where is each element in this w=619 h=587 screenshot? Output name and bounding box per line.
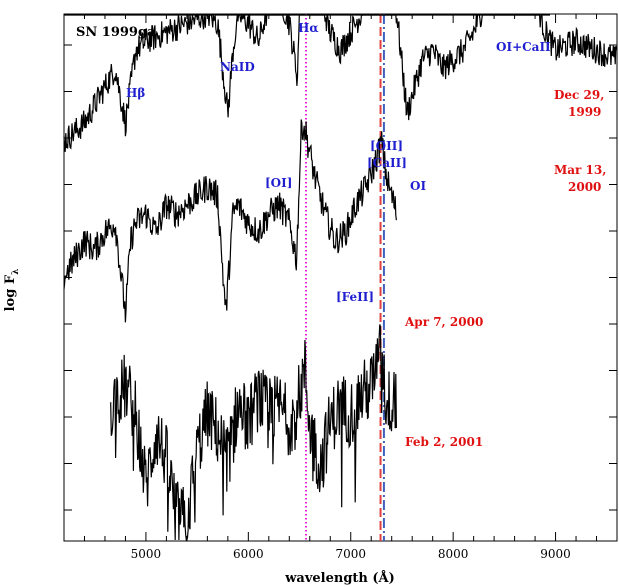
series-label-2-line-2: 2000 bbox=[568, 180, 601, 194]
chart-title: SN 1999ga bbox=[76, 25, 156, 40]
x-tick-label: 8000 bbox=[438, 547, 469, 561]
svg-text:log Fλ: log Fλ bbox=[3, 269, 21, 312]
reference-lines bbox=[304, 14, 385, 541]
line-label-caii: [CaII] bbox=[367, 156, 407, 170]
x-tick-label: 9000 bbox=[540, 547, 571, 561]
series-label-3: Apr 7, 2000 bbox=[404, 315, 483, 329]
x-axis-label: wavelength (Å) bbox=[284, 570, 395, 586]
series-label-1-line-2: 1999 bbox=[568, 105, 601, 119]
line-label-naid: NaID bbox=[220, 60, 255, 74]
line-label-oi-7774: OI bbox=[410, 179, 426, 193]
line-label-oi-6300: [OI] bbox=[265, 176, 292, 190]
spectra bbox=[63, 13, 618, 541]
x-tick-label: 5000 bbox=[131, 547, 162, 561]
x-tick-labels: 5000 6000 7000 8000 9000 bbox=[131, 547, 571, 561]
series-label-4: Feb 2, 2001 bbox=[405, 435, 483, 449]
series-label-2-line-1: Mar 13, bbox=[554, 163, 606, 177]
line-label-oi-caii: OI+CaII bbox=[496, 40, 551, 54]
x-tick-label: 7000 bbox=[335, 547, 366, 561]
line-label-halpha: Hα bbox=[298, 21, 319, 35]
spectrum-line bbox=[109, 324, 397, 541]
spectrum-line bbox=[63, 119, 397, 323]
spectrum-line bbox=[63, 13, 618, 152]
y-axis-label-sub: λ bbox=[11, 269, 21, 275]
y-axis-label: log Fλ bbox=[3, 269, 21, 312]
y-axis-label-main: log F bbox=[3, 274, 18, 311]
plot-frame bbox=[63, 13, 618, 542]
line-label-hbeta: Hβ bbox=[126, 86, 145, 100]
x-tick-label: 6000 bbox=[233, 547, 264, 561]
line-label-feii: [FeII] bbox=[336, 290, 374, 304]
series-label-1-line-1: Dec 29, bbox=[554, 88, 604, 102]
axis-ticks bbox=[63, 14, 618, 541]
line-label-oii: [OII] bbox=[370, 139, 403, 153]
